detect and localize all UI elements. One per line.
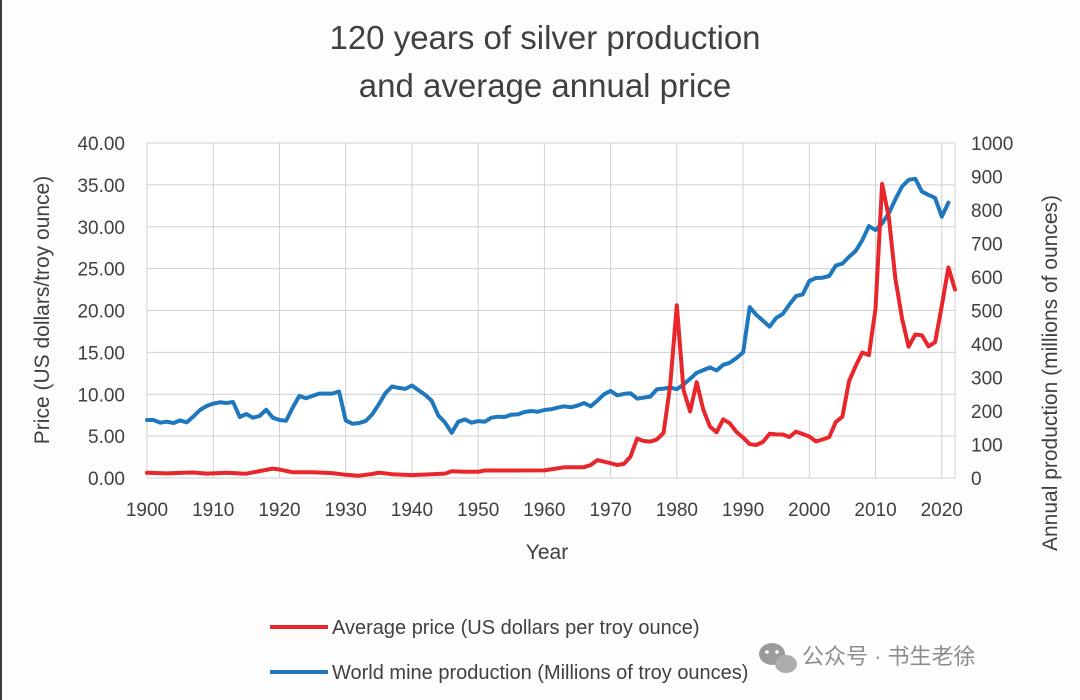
legend: Average price (US dollars per troy ounce…: [270, 617, 748, 684]
watermark-text: 公众号 · 书生老徐: [802, 644, 976, 669]
series-lines: [145, 176, 957, 478]
x-tick-label: 1940: [391, 500, 433, 521]
y-right-tick-label: 0: [971, 469, 982, 490]
frame-left-border: [0, 0, 2, 700]
y-right-tick-label: 400: [971, 335, 1003, 356]
y-right-tick-label: 300: [971, 369, 1003, 390]
y-right-tick-label: 200: [971, 402, 1003, 423]
legend-label-production: World mine production (Millions of troy …: [332, 662, 748, 684]
y-left-tick-label: 5.00: [88, 427, 125, 448]
plot-border: [146, 142, 956, 479]
x-tick-label: 1910: [192, 500, 234, 521]
x-tick-label: 1960: [523, 500, 565, 521]
y-right-tick-labels: 0 100 200 300 400 500 600 700 800 900 1000: [971, 134, 1013, 490]
x-tick-label: 1950: [457, 500, 499, 521]
y-right-tick-label: 900: [971, 168, 1003, 189]
x-tick-label: 1990: [722, 500, 764, 521]
y-left-tick-labels: 0.00 5.00 10.00 15.00 20.00 25.00 30.00 35.00 40…: [77, 134, 125, 490]
watermark: 公众号 · 书生老徐: [759, 643, 976, 673]
wechat-icon: [759, 643, 797, 673]
y-right-tick-label: 100: [971, 436, 1003, 457]
y-right-tick-label: 500: [971, 302, 1003, 323]
y-left-tick-label: 10.00: [77, 385, 125, 406]
y-right-axis-title: Annual production (millions of ounces): [1039, 195, 1062, 551]
y-left-tick-label: 25.00: [77, 260, 125, 281]
y-left-tick-label: 0.00: [88, 469, 125, 490]
x-tick-label: 1900: [126, 500, 168, 521]
y-left-tick-label: 35.00: [77, 176, 125, 197]
x-tick-label: 2010: [854, 500, 896, 521]
x-tick-label: 2000: [788, 500, 830, 521]
legend-label-price: Average price (US dollars per troy ounce…: [332, 617, 700, 639]
x-tick-label: 2020: [921, 500, 963, 521]
y-left-tick-label: 40.00: [77, 134, 125, 155]
y-right-tick-label: 700: [971, 235, 1003, 256]
y-right-tick-label: 600: [971, 268, 1003, 289]
series-line-price: [145, 181, 957, 478]
y-left-axis-title: Price (US dollars/troy ounce): [31, 176, 54, 444]
y-right-tick-label: 1000: [971, 134, 1013, 155]
y-left-tick-label: 15.00: [77, 343, 125, 364]
x-tick-labels: 1900 1910 1920 1930 1940 1950 1960 1970 1980 1990…: [126, 500, 963, 521]
y-left-tick-label: 30.00: [77, 218, 125, 239]
x-tick-label: 1930: [325, 500, 367, 521]
chart-title-line-2: and average annual price: [359, 67, 731, 104]
x-axis-title: Year: [526, 541, 568, 564]
x-tick-label: 1980: [656, 500, 698, 521]
y-right-tick-label: 800: [971, 201, 1003, 222]
chart-title-line-1: 120 years of silver production: [329, 19, 760, 56]
x-tick-label: 1920: [258, 500, 300, 521]
series-line-production: [145, 176, 951, 435]
y-left-tick-label: 20.00: [77, 302, 125, 323]
x-tick-label: 1970: [589, 500, 631, 521]
